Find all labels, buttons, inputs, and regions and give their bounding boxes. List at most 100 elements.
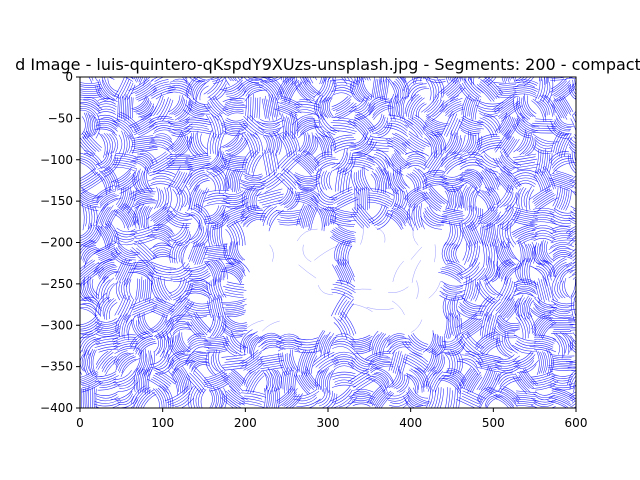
streamline — [95, 328, 120, 333]
streamline — [326, 83, 337, 102]
streamline — [187, 351, 203, 360]
streamline — [567, 343, 576, 354]
streamline — [253, 188, 261, 211]
streamline — [154, 186, 159, 210]
streamline — [285, 130, 297, 156]
streamline — [317, 98, 323, 118]
streamline — [171, 298, 190, 319]
streamline — [189, 136, 198, 156]
streamline — [371, 207, 388, 225]
streamline — [187, 160, 210, 166]
streamline — [171, 125, 189, 132]
streamline — [150, 93, 163, 117]
streamline — [299, 124, 318, 134]
streamline — [174, 360, 189, 370]
streamline — [185, 219, 201, 244]
streamline — [422, 177, 448, 183]
streamline — [247, 89, 263, 98]
streamline — [544, 94, 556, 113]
streamline — [293, 77, 295, 81]
streamline — [332, 120, 356, 124]
streamline — [477, 386, 492, 401]
streamline — [260, 173, 283, 190]
streamline — [80, 173, 101, 187]
streamline — [387, 337, 407, 345]
streamline — [153, 270, 170, 276]
streamline — [431, 389, 436, 408]
streamline — [206, 281, 214, 302]
streamline — [80, 171, 94, 182]
y-tick-label: −250 — [40, 277, 73, 291]
streamline — [565, 360, 576, 363]
streamline — [190, 208, 207, 226]
streamline — [149, 173, 175, 178]
streamline — [168, 370, 179, 396]
streamline — [568, 144, 576, 152]
streamline — [331, 77, 334, 82]
streamline — [442, 98, 459, 109]
streamline — [166, 167, 194, 169]
streamline — [155, 356, 174, 374]
streamline — [442, 289, 463, 295]
streamline — [260, 128, 282, 133]
streamline — [225, 265, 244, 277]
streamline — [323, 80, 336, 104]
streamline — [195, 82, 206, 100]
streamline — [463, 358, 478, 369]
streamline — [524, 367, 538, 385]
streamline — [439, 388, 444, 408]
streamline — [171, 213, 189, 222]
streamline — [135, 83, 152, 94]
streamline — [298, 397, 318, 404]
streamline — [135, 100, 150, 113]
streamline — [262, 370, 268, 393]
streamline — [374, 391, 389, 408]
streamline — [333, 322, 343, 337]
streamline — [137, 310, 155, 318]
streamline — [525, 244, 530, 263]
streamline — [429, 371, 444, 393]
streamline — [399, 170, 407, 187]
streamline — [105, 358, 120, 375]
streamline — [124, 82, 134, 100]
streamline — [205, 151, 220, 167]
streamline — [367, 201, 389, 209]
streamline — [554, 282, 561, 299]
streamline — [80, 144, 92, 157]
streamline — [352, 288, 372, 291]
streamline — [125, 190, 132, 209]
streamline — [208, 79, 227, 101]
streamline — [117, 208, 131, 227]
streamline — [469, 208, 481, 230]
streamline — [119, 111, 141, 130]
streamline — [533, 210, 555, 214]
streamline — [199, 245, 207, 265]
streamline — [225, 357, 243, 360]
streamline — [150, 310, 168, 319]
streamline — [185, 376, 201, 394]
streamline — [193, 132, 203, 156]
streamline — [133, 230, 153, 237]
streamline — [202, 190, 230, 194]
streamline — [222, 157, 248, 164]
streamline — [453, 138, 462, 155]
streamline — [80, 322, 103, 334]
streamline — [572, 115, 576, 124]
streamline — [467, 98, 473, 117]
streamline — [442, 377, 460, 390]
streamline — [240, 397, 265, 403]
streamline — [422, 171, 445, 178]
streamline — [284, 117, 288, 136]
streamline — [413, 169, 424, 189]
streamline — [466, 373, 479, 391]
streamline — [184, 308, 211, 314]
streamline — [108, 220, 120, 243]
streamline — [152, 227, 174, 237]
streamline — [451, 297, 457, 319]
streamline — [111, 132, 119, 153]
streamline — [422, 366, 436, 388]
streamline — [433, 157, 444, 173]
streamline — [331, 374, 356, 378]
streamline — [574, 79, 576, 87]
streamline — [371, 170, 379, 193]
